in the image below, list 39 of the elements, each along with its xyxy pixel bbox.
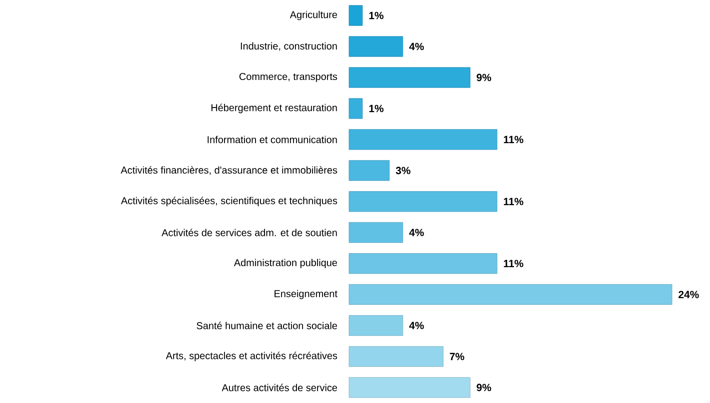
data-label: 4%: [409, 322, 424, 330]
y-tick-label: Commerce, transports: [239, 72, 338, 82]
bar: [348, 346, 444, 367]
data-label: 24%: [678, 290, 699, 298]
y-tick-label: Activités de services adm. et de soutien: [162, 228, 337, 236]
bar: [348, 36, 404, 57]
bar: [348, 98, 363, 119]
bar: [348, 191, 498, 212]
y-tick-label: Autres activités de service: [222, 384, 338, 392]
y-tick-label: Agriculture: [290, 10, 338, 20]
y-tick-label: Hébergement et restauration: [211, 104, 337, 114]
data-label: 1%: [369, 12, 384, 20]
data-label: 11%: [504, 198, 524, 206]
data-label: 9%: [476, 384, 492, 392]
y-tick-label: Activités financières, d'assurance et immobilières: [120, 166, 338, 175]
y-tick-label: Activités spécialisées, scientifiques et techniques: [120, 196, 338, 206]
data-label: 11%: [504, 260, 524, 268]
bar: [348, 284, 672, 305]
y-tick-label: Administration publique: [234, 258, 338, 268]
y-tick-label: Santé humaine et action sociale: [196, 322, 338, 330]
bar: [348, 129, 498, 150]
data-label: 4%: [409, 42, 424, 50]
data-label: 3%: [396, 166, 410, 174]
y-tick-label: Enseignement: [274, 290, 338, 300]
y-tick-label: Industrie, construction: [240, 42, 337, 51]
y-tick-label: Information et communication: [208, 136, 337, 144]
bar: [348, 160, 390, 181]
data-label: 4%: [409, 228, 424, 236]
bar: [348, 377, 470, 398]
data-label: 7%: [450, 352, 464, 360]
data-label: 1%: [369, 104, 384, 112]
bar: [348, 67, 470, 88]
y-tick-label: Arts, spectacles et activités récréatives: [166, 352, 338, 362]
bar: [348, 5, 363, 26]
bar: [348, 315, 404, 336]
data-label: 9%: [476, 74, 492, 82]
data-label: 11%: [504, 136, 524, 144]
bar: [348, 222, 404, 243]
bar: [348, 253, 498, 274]
